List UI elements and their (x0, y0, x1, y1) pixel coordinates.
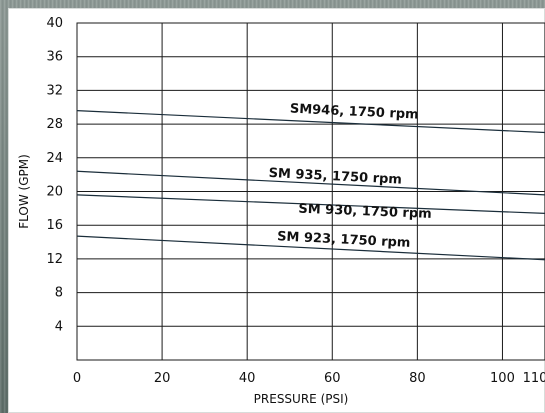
y-tick-label: 32 (46, 83, 63, 98)
series-line (76, 235, 545, 261)
y-tick-label: 12 (46, 252, 63, 267)
x-axis-title: PRESSURE (PSI) (254, 392, 349, 406)
series-line (76, 170, 545, 196)
y-tick-label: 4 (55, 319, 63, 334)
series-label: SM 923, 1750 rpm (277, 229, 411, 251)
series-line (76, 110, 545, 134)
x-tick-label: 100 (490, 371, 515, 386)
series-label: SM 935, 1750 rpm (268, 166, 402, 188)
y-tick-label: 8 (55, 286, 63, 301)
x-tick-label: 20 (154, 371, 171, 386)
series-label: SM 930, 1750 rpm (298, 202, 432, 222)
y-tick-label: 28 (46, 117, 63, 132)
flow-pressure-chart: SM946, 1750 rpm SM 935, 1750 rpm SM 930, 1… (17, 16, 545, 406)
x-tick-label: 60 (324, 371, 341, 386)
x-tick-label: 0 (73, 371, 81, 386)
series-labels: SM946, 1750 rpm SM 935, 1750 rpm SM 930, 1… (268, 102, 432, 251)
y-tick-label: 24 (46, 151, 63, 166)
x-tick-label: 80 (409, 371, 426, 386)
grid (76, 22, 545, 361)
tick-labels: 0 20 40 60 80 100 110 4 8 12 16 20 24 28 32 36 40 (46, 16, 545, 386)
y-tick-label: 36 (46, 50, 63, 65)
y-axis-title: FLOW (GPM) (17, 154, 31, 229)
series-lines (76, 110, 545, 261)
x-tick-label: 40 (239, 371, 256, 386)
y-tick-label: 40 (46, 16, 63, 31)
series-label: SM946, 1750 rpm (290, 102, 419, 123)
y-tick-label: 20 (46, 185, 63, 200)
x-tick-label: 110 (523, 371, 545, 386)
chart-panel: SM946, 1750 rpm SM 935, 1750 rpm SM 930, 1… (8, 8, 545, 413)
y-tick-label: 16 (46, 218, 63, 233)
series-line (76, 194, 545, 215)
